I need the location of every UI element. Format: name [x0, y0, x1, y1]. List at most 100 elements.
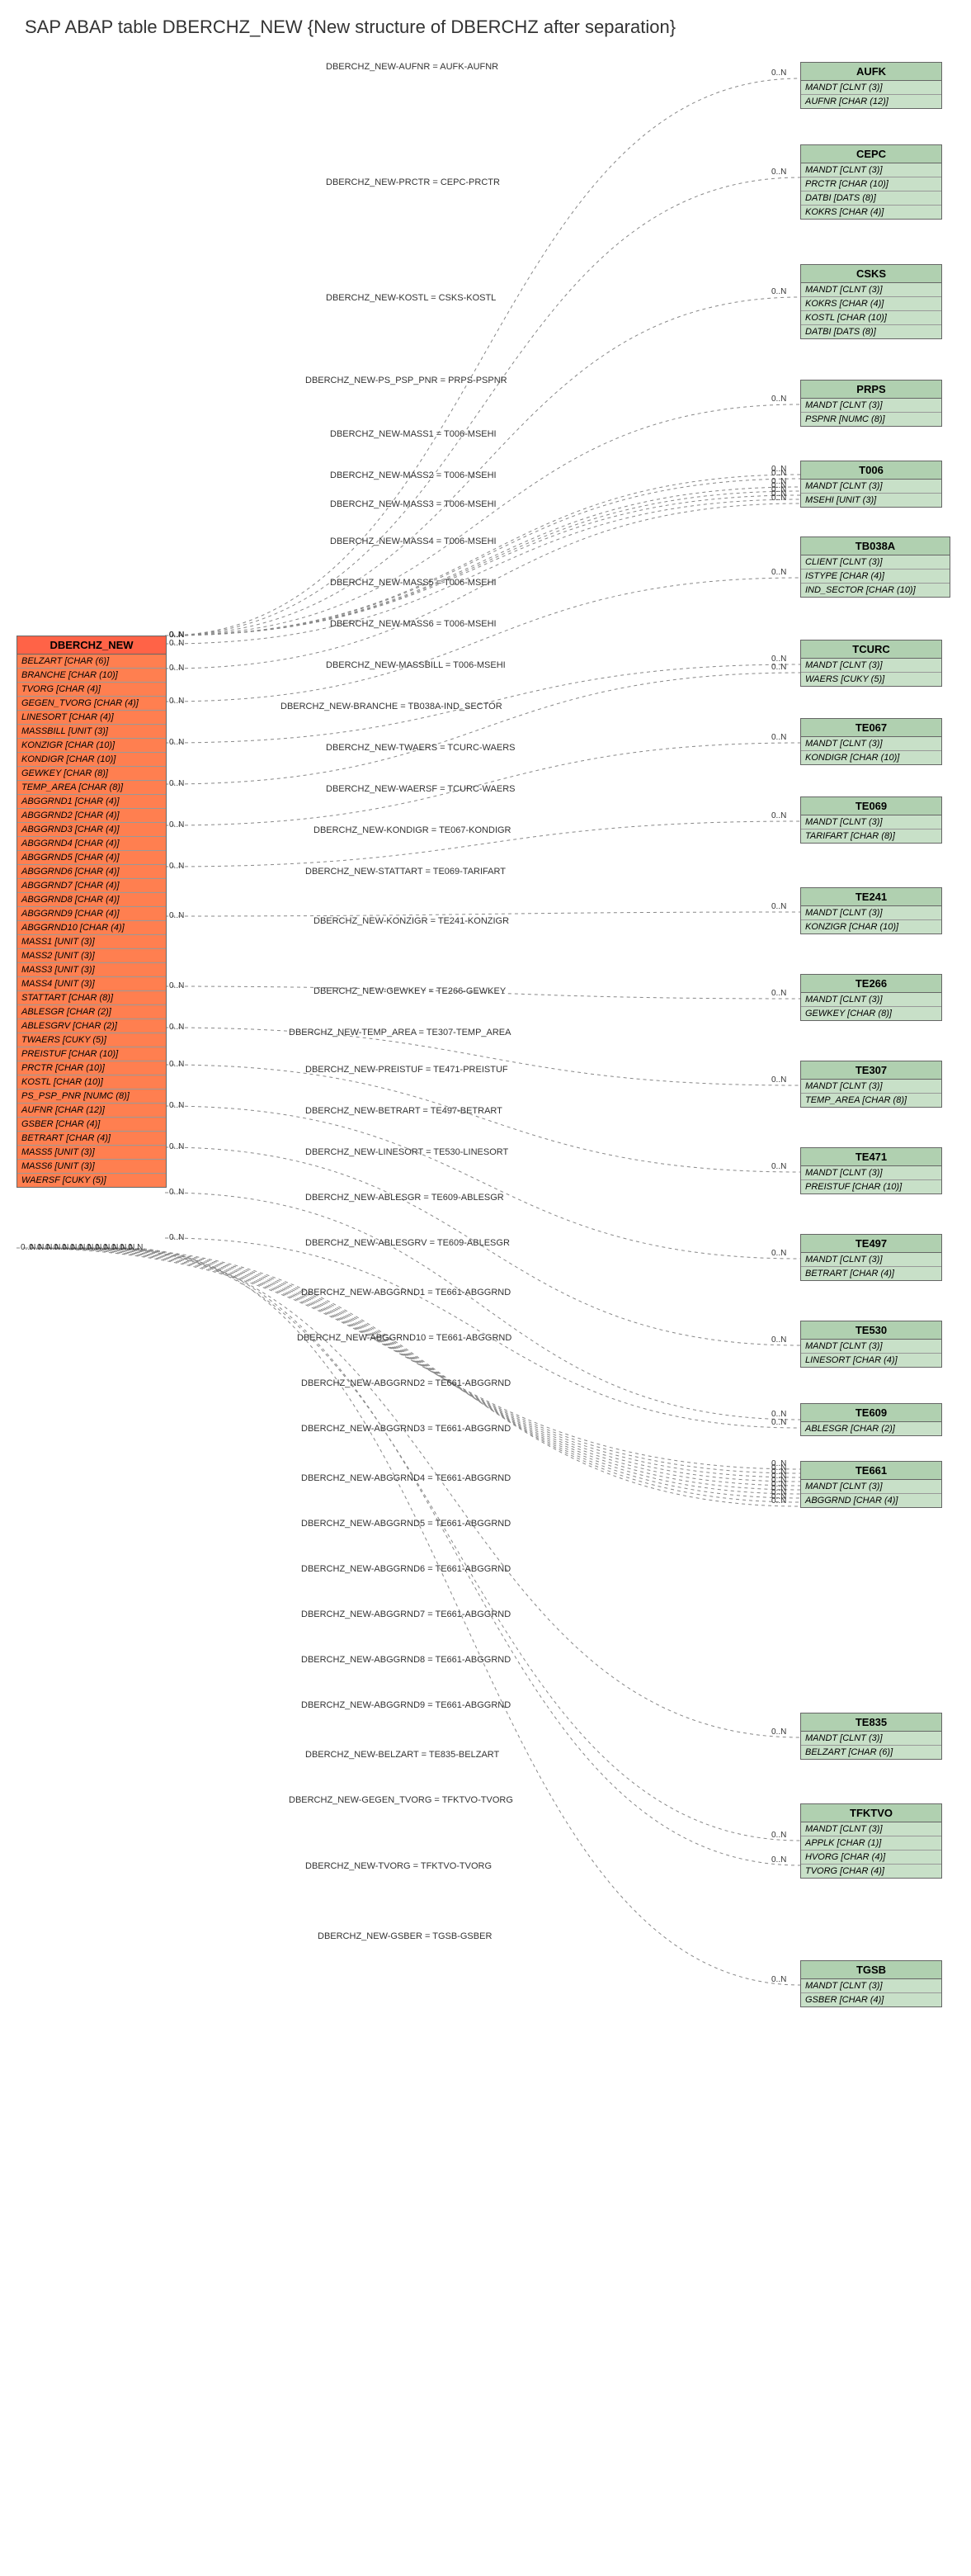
entity-field: TVORG [CHAR (4)]: [801, 1865, 941, 1878]
entity-field: KOKRS [CHAR (4)]: [801, 297, 941, 311]
ref-entity-te530: TE530MANDT [CLNT (3)]LINESORT [CHAR (4)]: [800, 1321, 942, 1368]
entity-header: TB038A: [801, 537, 950, 555]
ref-entity-te067: TE067MANDT [CLNT (3)]KONDIGR [CHAR (10)]: [800, 718, 942, 765]
relation-label: DBERCHZ_NEW-ABGGRND5 = TE661-ABGGRND: [301, 1519, 511, 1529]
entity-field: PREISTUF [CHAR (10)]: [801, 1180, 941, 1193]
entity-field: MASS2 [UNIT (3)]: [17, 949, 166, 963]
main-entity-dberchz_new: DBERCHZ_NEWBELZART [CHAR (6)]BRANCHE [CH…: [16, 636, 167, 1188]
entity-field: WAERSF [CUKY (5)]: [17, 1174, 166, 1187]
relation-label: DBERCHZ_NEW-MASS2 = T006-MSEHI: [330, 470, 497, 480]
entity-field: MASS5 [UNIT (3)]: [17, 1146, 166, 1160]
entity-field: MANDT [CLNT (3)]: [801, 1080, 941, 1094]
cardinality-source: 0..N: [169, 1188, 184, 1197]
entity-field: BRANCHE [CHAR (10)]: [17, 669, 166, 683]
entity-field: MANDT [CLNT (3)]: [801, 1480, 941, 1494]
entity-field: MANDT [CLNT (3)]: [801, 81, 941, 95]
cardinality-target: 0..N: [771, 811, 786, 820]
entity-field: GSBER [CHAR (4)]: [17, 1118, 166, 1132]
ref-entity-tfktvo: TFKTVOMANDT [CLNT (3)]APPLK [CHAR (1)]HV…: [800, 1803, 942, 1879]
entity-field: TVORG [CHAR (4)]: [17, 683, 166, 697]
cardinality-target: 0..N: [771, 494, 786, 503]
entity-field: PRCTR [CHAR (10)]: [17, 1061, 166, 1075]
relation-label: DBERCHZ_NEW-BETRART = TE497-BETRART: [305, 1106, 502, 1116]
entity-field: KONDIGR [CHAR (10)]: [801, 751, 941, 764]
ref-entity-t006: T006MANDT [CLNT (3)]MSEHI [UNIT (3)]: [800, 461, 942, 508]
relation-label: DBERCHZ_NEW-ABGGRND7 = TE661-ABGGRND: [301, 1609, 511, 1619]
relation-label: DBERCHZ_NEW-ABGGRND2 = TE661-ABGGRND: [301, 1378, 511, 1388]
entity-field: ABLESGR [CHAR (2)]: [17, 1005, 166, 1019]
entity-field: MANDT [CLNT (3)]: [801, 1253, 941, 1267]
relation-label: DBERCHZ_NEW-BRANCHE = TB038A-IND_SECTOR: [280, 702, 502, 711]
entity-field: PS_PSP_PNR [NUMC (8)]: [17, 1089, 166, 1104]
entity-field: MANDT [CLNT (3)]: [801, 283, 941, 297]
ref-entity-tgsb: TGSBMANDT [CLNT (3)]GSBER [CHAR (4)]: [800, 1960, 942, 2007]
cardinality-target: 0..N: [771, 1335, 786, 1345]
cardinality-target: 0..N: [771, 168, 786, 177]
entity-field: STATTART [CHAR (8)]: [17, 991, 166, 1005]
entity-field: ISTYPE [CHAR (4)]: [801, 570, 950, 584]
entity-field: ABGGRND3 [CHAR (4)]: [17, 823, 166, 837]
relation-label: DBERCHZ_NEW-BELZART = TE835-BELZART: [305, 1750, 499, 1760]
entity-field: KONZIGR [CHAR (10)]: [17, 739, 166, 753]
entity-header: TE497: [801, 1235, 941, 1253]
entity-field: HVORG [CHAR (4)]: [801, 1850, 941, 1865]
entity-field: BETRART [CHAR (4)]: [801, 1267, 941, 1280]
entity-field: GEWKEY [CHAR (8)]: [801, 1007, 941, 1020]
relation-label: DBERCHZ_NEW-GSBER = TGSB-GSBER: [318, 1931, 492, 1941]
entity-header: TGSB: [801, 1961, 941, 1979]
cardinality-target: 0..N: [771, 1855, 786, 1865]
cardinality-target: 0..N: [771, 989, 786, 998]
entity-field: ABLESGRV [CHAR (2)]: [17, 1019, 166, 1033]
entity-header: TE661: [801, 1462, 941, 1480]
entity-field: MANDT [CLNT (3)]: [801, 993, 941, 1007]
ref-entity-cepc: CEPCMANDT [CLNT (3)]PRCTR [CHAR (10)]DAT…: [800, 144, 942, 220]
cardinality-source: 0..N: [128, 1243, 143, 1252]
entity-header: CSKS: [801, 265, 941, 283]
entity-header: CEPC: [801, 145, 941, 163]
ref-entity-aufk: AUFKMANDT [CLNT (3)]AUFNR [CHAR (12)]: [800, 62, 942, 109]
cardinality-source: 0..N: [169, 1233, 184, 1242]
entity-header: TE241: [801, 888, 941, 906]
relation-label: DBERCHZ_NEW-ABGGRND1 = TE661-ABGGRND: [301, 1288, 511, 1297]
entity-field: PSPNR [NUMC (8)]: [801, 413, 941, 426]
relation-label: DBERCHZ_NEW-ABGGRND8 = TE661-ABGGRND: [301, 1655, 511, 1665]
cardinality-source: 0..N: [169, 820, 184, 830]
ref-entity-te609: TE609ABLESGR [CHAR (2)]: [800, 1403, 942, 1436]
entity-field: BETRART [CHAR (4)]: [17, 1132, 166, 1146]
relation-label: DBERCHZ_NEW-MASSBILL = T006-MSEHI: [326, 660, 506, 670]
cardinality-source: 0..N: [169, 639, 184, 648]
entity-header: TE307: [801, 1061, 941, 1080]
entity-field: MASS1 [UNIT (3)]: [17, 935, 166, 949]
entity-field: MANDT [CLNT (3)]: [801, 906, 941, 920]
cardinality-target: 0..N: [771, 663, 786, 672]
relation-label: DBERCHZ_NEW-ABLESGR = TE609-ABLESGR: [305, 1193, 504, 1203]
entity-field: ABGGRND [CHAR (4)]: [801, 1494, 941, 1507]
ref-entity-te069: TE069MANDT [CLNT (3)]TARIFART [CHAR (8)]: [800, 796, 942, 844]
cardinality-source: 0..N: [169, 911, 184, 920]
ref-entity-te307: TE307MANDT [CLNT (3)]TEMP_AREA [CHAR (8)…: [800, 1061, 942, 1108]
entity-field: MASS4 [UNIT (3)]: [17, 977, 166, 991]
entity-field: TARIFART [CHAR (8)]: [801, 830, 941, 843]
relation-label: DBERCHZ_NEW-TVORG = TFKTVO-TVORG: [305, 1861, 492, 1871]
entity-field: BELZART [CHAR (6)]: [17, 655, 166, 669]
entity-field: LINESORT [CHAR (4)]: [17, 711, 166, 725]
entity-field: MANDT [CLNT (3)]: [801, 1166, 941, 1180]
relation-label: DBERCHZ_NEW-ABGGRND3 = TE661-ABGGRND: [301, 1424, 511, 1434]
entity-header: TE609: [801, 1404, 941, 1422]
entity-header: TE266: [801, 975, 941, 993]
relation-label: DBERCHZ_NEW-GEGEN_TVORG = TFKTVO-TVORG: [289, 1795, 513, 1805]
entity-header: AUFK: [801, 63, 941, 81]
relation-label: DBERCHZ_NEW-MASS6 = T006-MSEHI: [330, 619, 497, 629]
entity-header: DBERCHZ_NEW: [17, 636, 166, 655]
cardinality-target: 0..N: [771, 568, 786, 577]
cardinality-target: 0..N: [771, 1831, 786, 1840]
ref-entity-prps: PRPSMANDT [CLNT (3)]PSPNR [NUMC (8)]: [800, 380, 942, 427]
cardinality-target: 0..N: [771, 1075, 786, 1085]
relation-label: DBERCHZ_NEW-PRCTR = CEPC-PRCTR: [326, 177, 500, 187]
relation-label: DBERCHZ_NEW-TEMP_AREA = TE307-TEMP_AREA: [289, 1028, 511, 1037]
entity-field: BELZART [CHAR (6)]: [801, 1746, 941, 1759]
cardinality-source: 0..N: [169, 1142, 184, 1151]
entity-field: MASS3 [UNIT (3)]: [17, 963, 166, 977]
entity-field: TEMP_AREA [CHAR (8)]: [17, 781, 166, 795]
entity-field: MANDT [CLNT (3)]: [801, 1822, 941, 1836]
